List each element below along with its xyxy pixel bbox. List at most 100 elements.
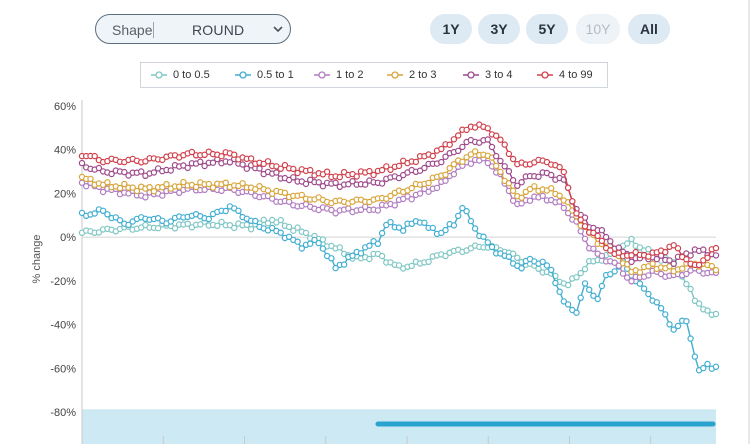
legend-item-4-to-99[interactable]: 4 to 99	[537, 63, 593, 87]
data-point	[649, 260, 656, 267]
data-point	[290, 227, 297, 234]
data-point	[252, 217, 259, 225]
data-point	[450, 170, 458, 178]
data-point	[683, 318, 690, 325]
data-point	[695, 300, 703, 307]
data-point	[226, 159, 234, 166]
data-point	[712, 252, 720, 259]
legend-item-1-to-2[interactable]: 1 to 2	[314, 63, 364, 87]
data-point	[514, 182, 521, 189]
data-point	[188, 148, 196, 156]
data-point	[370, 171, 377, 179]
shape-select[interactable]: Shape ROUND	[95, 14, 291, 44]
data-point	[252, 186, 259, 193]
legend-item-3-to-4[interactable]: 3 to 4	[463, 63, 513, 87]
data-point	[340, 261, 348, 268]
data-point	[260, 216, 267, 223]
data-point	[294, 169, 301, 177]
data-point	[214, 222, 221, 229]
data-point	[374, 207, 382, 214]
data-point	[298, 191, 305, 199]
shape-select-label: Shape	[112, 22, 153, 38]
data-point	[319, 245, 327, 252]
data-point	[230, 151, 238, 158]
data-point	[531, 183, 538, 190]
data-point	[535, 173, 542, 180]
chart-legend: 0 to 0.5 0.5 to 1 1 to 2 2 to 3 3 to 4 4…	[140, 62, 608, 88]
data-point	[704, 254, 711, 261]
data-point	[463, 154, 470, 161]
data-point	[581, 265, 589, 273]
data-point	[463, 207, 470, 215]
data-point	[569, 198, 576, 205]
data-point	[408, 195, 415, 203]
data-point	[159, 192, 166, 199]
data-point	[112, 214, 120, 221]
navigator-band	[82, 410, 716, 444]
data-point	[467, 160, 475, 167]
data-point	[590, 292, 597, 299]
data-point	[573, 309, 580, 316]
data-point	[121, 180, 128, 188]
data-point	[497, 136, 504, 143]
data-point	[328, 255, 335, 262]
data-point	[277, 229, 284, 236]
data-point	[628, 235, 635, 243]
data-point	[611, 259, 618, 266]
data-point	[484, 239, 491, 246]
data-point	[302, 180, 310, 188]
data-point	[590, 229, 597, 237]
data-point	[315, 239, 322, 247]
data-point	[218, 218, 225, 226]
y-tick-label: -40%	[50, 320, 76, 332]
data-point	[594, 295, 601, 303]
data-point	[197, 158, 204, 165]
range-button-5y[interactable]: 5Y	[526, 14, 568, 44]
data-point	[539, 192, 546, 200]
legend-item-2-to-3[interactable]: 2 to 3	[387, 63, 437, 87]
data-point	[518, 194, 525, 201]
data-point	[712, 310, 720, 318]
data-point	[505, 179, 513, 187]
data-point	[598, 282, 606, 290]
data-point	[509, 187, 517, 194]
data-point	[484, 136, 491, 143]
data-point	[408, 262, 415, 270]
data-point	[467, 151, 475, 158]
data-point	[619, 270, 627, 277]
data-point	[615, 249, 623, 256]
data-point	[598, 252, 606, 260]
legend-item-0-5-to-1[interactable]: 0.5 to 1	[235, 63, 294, 87]
data-point	[336, 173, 343, 181]
data-point	[429, 224, 436, 232]
data-point	[159, 183, 166, 191]
legend-label: 3 to 4	[485, 69, 513, 81]
data-point	[366, 167, 373, 175]
data-point	[442, 177, 449, 184]
data-point	[497, 168, 504, 176]
data-point	[514, 254, 521, 261]
range-button-all[interactable]: All	[628, 14, 670, 44]
range-button-1y[interactable]: 1Y	[430, 14, 472, 44]
legend-item-0-to-0-5[interactable]: 0 to 0.5	[151, 63, 210, 87]
data-point	[560, 204, 568, 212]
data-point	[433, 184, 441, 192]
data-point	[290, 174, 297, 181]
data-point	[560, 168, 568, 176]
legend-marker-icon	[387, 71, 403, 79]
data-point	[598, 226, 606, 234]
data-point	[391, 202, 398, 209]
data-point	[243, 221, 250, 228]
data-point	[548, 185, 555, 192]
data-point	[264, 219, 272, 227]
data-point	[383, 221, 390, 229]
range-button-3y[interactable]: 3Y	[478, 14, 520, 44]
data-point	[349, 252, 356, 259]
data-point	[581, 223, 589, 230]
data-point	[387, 218, 394, 226]
data-point	[628, 258, 635, 266]
data-point	[192, 183, 200, 191]
y-tick-label: 20%	[54, 188, 76, 200]
legend-label: 2 to 3	[409, 69, 437, 81]
data-point	[556, 288, 563, 295]
